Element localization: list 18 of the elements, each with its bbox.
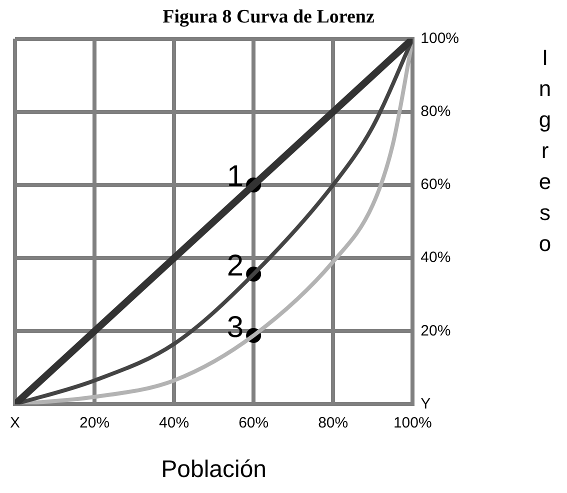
x-tick-label: X [10,414,20,432]
annotation: 2 [226,249,244,282]
y-tick-label: 100% [420,30,460,47]
y-tick-label: 60% [420,176,451,194]
y-tick-label: Y [420,395,431,412]
x-tick-label: 100% [393,414,432,432]
annotation: 1 [226,160,244,194]
y-tick-label: 40% [420,249,451,266]
y-tick-label: 20% [420,322,451,340]
annotation: 3 [226,310,244,344]
x-tick-label: 20% [80,414,110,432]
x-tick-label: 60% [238,414,269,432]
x-tick-label: 40% [159,414,190,432]
chart-title: Figura 8 Curva de Lorenz [162,6,375,28]
x-tick-label: 80% [318,414,348,432]
y-tick-label: 80% [420,103,451,120]
x-axis-title: Población [161,456,267,484]
y-axis-title: Ingreso [538,44,552,256]
